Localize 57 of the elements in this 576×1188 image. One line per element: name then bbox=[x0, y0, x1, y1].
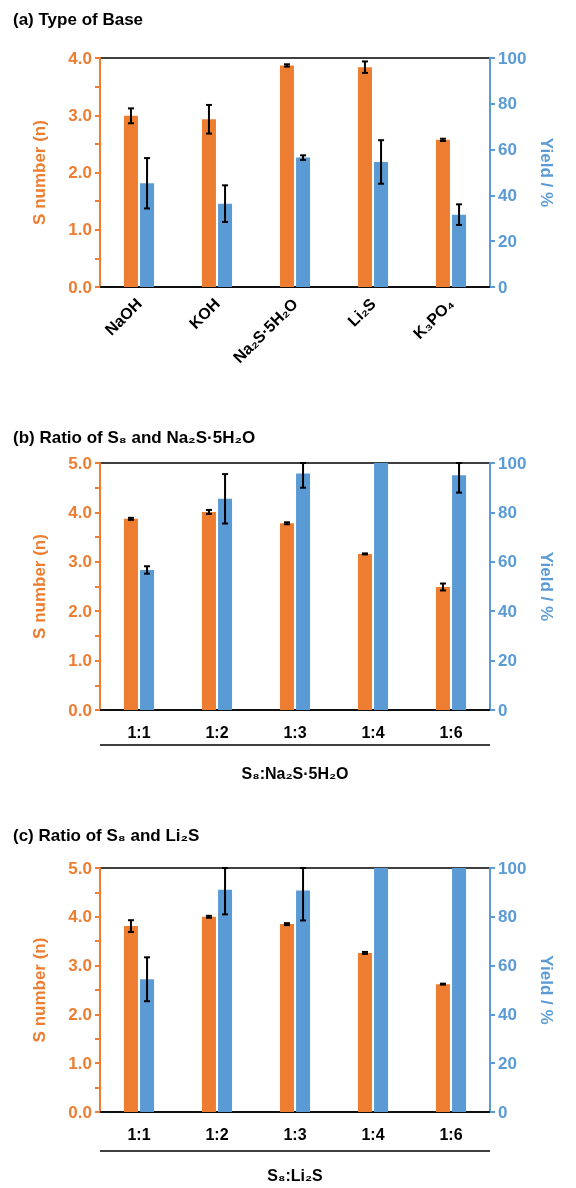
x-tick-label: 1:1 bbox=[127, 1125, 151, 1143]
y2-tick-label: 40 bbox=[498, 601, 517, 621]
y-tick-label: 4.0 bbox=[68, 907, 92, 927]
y-tick-label: 3.0 bbox=[68, 956, 92, 976]
y-tick-label: 1.0 bbox=[68, 1053, 92, 1073]
y2-tick-label: 60 bbox=[498, 956, 517, 976]
y2-tick-label: 20 bbox=[498, 651, 517, 671]
y2-tick-label: 80 bbox=[498, 94, 517, 114]
y-tick-label: 0.0 bbox=[68, 1102, 92, 1122]
y2-tick-label: 100 bbox=[498, 858, 527, 878]
chart-title: (a) Type of Base bbox=[13, 10, 144, 29]
y2-tick-label: 60 bbox=[498, 552, 517, 572]
x-tick-label: 1:3 bbox=[283, 1125, 307, 1143]
y2-tick-label: 40 bbox=[498, 1004, 517, 1024]
y2-axis-title: Yield / % bbox=[537, 955, 556, 1025]
y-tick-label: 5.0 bbox=[68, 453, 92, 473]
x-tick-label: 1:6 bbox=[439, 723, 463, 741]
y-tick-label: 2.0 bbox=[68, 1004, 92, 1024]
y-tick-label: 1.0 bbox=[68, 651, 92, 671]
y2-tick-label: 100 bbox=[498, 453, 527, 473]
y2-tick-label: 20 bbox=[498, 231, 517, 251]
y2-tick-label: 80 bbox=[498, 502, 517, 522]
y-axis-title: S number (n) bbox=[30, 534, 49, 639]
y-tick-label: 0.0 bbox=[68, 700, 92, 720]
x-tick-label: 1:4 bbox=[361, 723, 385, 741]
chart-title: (b) Ratio of S₈ and Na₂S·5H₂O bbox=[13, 428, 256, 447]
y-tick-label: 4.0 bbox=[68, 48, 92, 68]
y2-tick-label: 80 bbox=[498, 907, 517, 927]
y2-tick-label: 0 bbox=[498, 277, 508, 297]
y-axis-title: S number (n) bbox=[30, 937, 49, 1043]
y2-axis-title: Yield / % bbox=[537, 551, 556, 622]
y2-axis-title: Yield / % bbox=[537, 137, 556, 208]
y-tick-label: 3.0 bbox=[68, 105, 92, 125]
y2-tick-label: 0 bbox=[498, 1102, 508, 1122]
x-axis-title: S₈:Na₂S·5H₂O bbox=[241, 764, 349, 782]
y-tick-label: 2.0 bbox=[68, 601, 92, 621]
x-tick-label: 1:2 bbox=[205, 723, 229, 741]
y-tick-label: 0.0 bbox=[68, 277, 92, 297]
y2-tick-label: 100 bbox=[498, 48, 527, 68]
y-tick-label: 2.0 bbox=[68, 163, 92, 182]
x-axis-title: S₈:Li₂S bbox=[267, 1166, 324, 1184]
y-axis-title: S number (n) bbox=[30, 120, 49, 225]
y2-tick-label: 60 bbox=[498, 140, 517, 160]
bar bbox=[435, 139, 450, 287]
chart-title: (c) Ratio of S₈ and Li₂S bbox=[13, 826, 200, 845]
y2-tick-label: 0 bbox=[498, 700, 508, 720]
y2-tick-label: 20 bbox=[498, 1053, 517, 1073]
x-tick-label: 1:2 bbox=[205, 1125, 229, 1143]
y-tick-label: 1.0 bbox=[68, 220, 92, 240]
x-tick-label: 1:6 bbox=[439, 1125, 463, 1143]
y-tick-label: 3.0 bbox=[68, 552, 92, 572]
y-tick-label: 4.0 bbox=[68, 502, 92, 522]
x-tick-label: 1:3 bbox=[283, 723, 307, 741]
y2-tick-label: 40 bbox=[498, 185, 517, 205]
y-tick-label: 5.0 bbox=[68, 858, 92, 878]
x-tick-label: 1:1 bbox=[127, 723, 151, 741]
x-tick-label: 1:4 bbox=[361, 1125, 385, 1143]
